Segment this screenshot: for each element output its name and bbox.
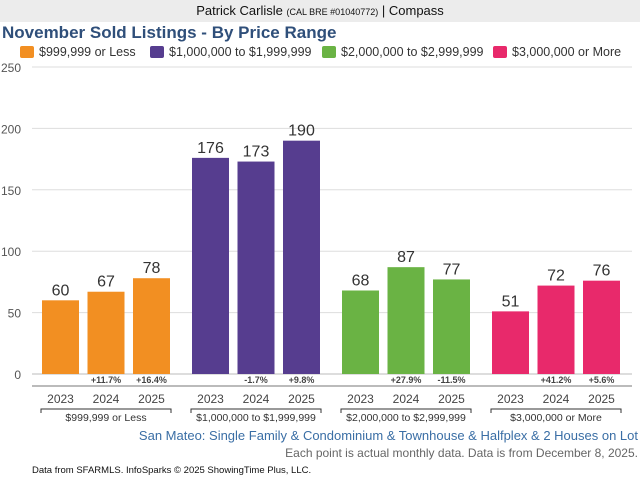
header-separator: |: [381, 3, 386, 18]
change-label: +41.2%: [541, 375, 572, 385]
bar: [42, 300, 79, 374]
x-tick-label: 2025: [588, 392, 615, 406]
x-tick-label: 2024: [543, 392, 570, 406]
legend-swatch: [493, 46, 507, 58]
group-label: $3,000,000 or More: [510, 412, 602, 424]
legend-item-1m-2m: $1,000,000 to $1,999,999: [150, 45, 312, 59]
group-bracket: [490, 408, 622, 413]
legend-label: $3,000,000 or More: [512, 45, 622, 59]
bar-value-label: 51: [502, 293, 520, 310]
group-bracket: [340, 408, 472, 413]
group-label: $999,999 or Less: [65, 412, 146, 424]
x-tick-label: 2023: [497, 392, 524, 406]
legend-swatch: [20, 46, 34, 58]
group-bracket: [190, 408, 322, 413]
brokerage-name: Compass: [388, 3, 444, 18]
x-tick-label: 2025: [138, 392, 165, 406]
x-tick-label: 2023: [197, 392, 224, 406]
x-tick-label: 2025: [438, 392, 465, 406]
legend-label: $999,999 or Less: [39, 45, 136, 59]
chart-subtitle: San Mateo: Single Family & Condominium &…: [138, 428, 638, 443]
change-label: +9.8%: [289, 375, 315, 385]
bar-value-label: 87: [397, 249, 415, 266]
agent-license: (CAL BRE #01040772): [286, 7, 379, 17]
y-tick-label: 250: [1, 61, 21, 75]
bar: [537, 285, 575, 374]
bar: [433, 279, 470, 374]
bar: [342, 290, 379, 374]
bar: [133, 278, 170, 374]
legend-label: $2,000,000 to $2,999,999: [341, 45, 484, 59]
agent-header: Patrick Carlisle (CAL BRE #01040772) | C…: [0, 0, 640, 22]
bar: [583, 280, 620, 374]
data-note: Each point is actual monthly data. Data …: [285, 446, 638, 460]
x-tick-label: 2024: [243, 392, 270, 406]
bar-value-label: 78: [143, 260, 161, 277]
x-tick-label: 2023: [347, 392, 374, 406]
agent-name: Patrick Carlisle: [196, 3, 283, 18]
y-tick-label: 50: [8, 307, 22, 321]
x-tick-label: 2025: [288, 392, 315, 406]
legend-item-2m-3m: $2,000,000 to $2,999,999: [322, 45, 484, 59]
y-tick-label: 200: [1, 122, 21, 136]
bar-value-label: 176: [197, 140, 224, 157]
bar-value-label: 77: [443, 261, 461, 278]
change-label: -11.5%: [437, 375, 465, 385]
bar: [283, 140, 320, 374]
bar: [237, 161, 275, 374]
change-label: +27.9%: [391, 375, 422, 385]
group-label: $1,000,000 to $1,999,999: [196, 412, 316, 424]
change-label: +16.4%: [136, 375, 167, 385]
bar-value-label: 173: [243, 144, 270, 161]
x-tick-label: 2024: [93, 392, 120, 406]
group-label: $2,000,000 to $2,999,999: [346, 412, 466, 424]
y-tick-label: 150: [1, 184, 21, 198]
change-label: +5.6%: [589, 375, 615, 385]
legend-item-over-3m: $3,000,000 or More: [493, 45, 621, 59]
x-tick-label: 2023: [47, 392, 74, 406]
change-label: +11.7%: [91, 375, 121, 385]
legend-item-under-1m: $999,999 or Less: [20, 45, 136, 59]
bar-value-label: 68: [352, 272, 370, 289]
bar: [387, 267, 425, 374]
legend-label: $1,000,000 to $1,999,999: [169, 45, 312, 59]
legend-swatch: [322, 46, 336, 58]
chart-legend: $999,999 or Less $1,000,000 to $1,999,99…: [0, 45, 640, 63]
bar-value-label: 72: [547, 268, 565, 285]
bar-value-label: 67: [97, 274, 115, 291]
legend-swatch: [150, 46, 164, 58]
bar: [87, 291, 125, 374]
bar-value-label: 190: [288, 123, 315, 140]
change-label: -1.7%: [244, 375, 268, 385]
chart-title: November Sold Listings - By Price Range: [2, 23, 337, 42]
bar-value-label: 76: [593, 263, 611, 280]
y-tick-label: 0: [14, 368, 21, 382]
bar-value-label: 60: [52, 282, 70, 299]
bar: [192, 157, 229, 374]
data-source: Data from SFARMLS. InfoSparks © 2025 Sho…: [32, 465, 312, 476]
x-tick-label: 2024: [393, 392, 420, 406]
bar: [492, 311, 529, 374]
y-tick-label: 100: [1, 245, 21, 259]
group-bracket: [40, 408, 172, 413]
